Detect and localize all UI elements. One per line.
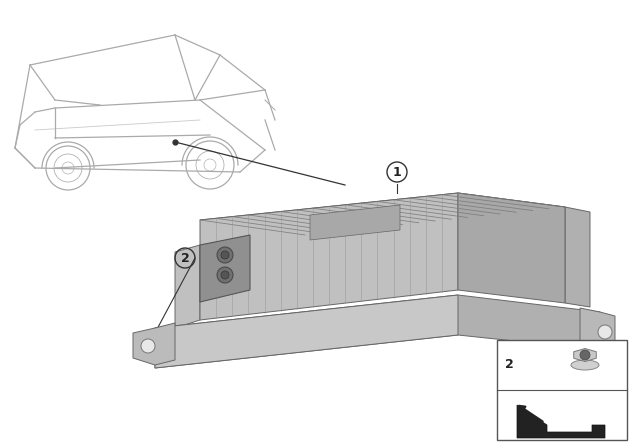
Polygon shape	[155, 295, 600, 368]
Polygon shape	[200, 193, 565, 235]
Polygon shape	[517, 405, 605, 438]
Polygon shape	[565, 207, 590, 307]
Circle shape	[221, 271, 229, 279]
Text: 2: 2	[504, 358, 513, 371]
Polygon shape	[133, 323, 175, 365]
Polygon shape	[155, 295, 458, 368]
Circle shape	[217, 267, 233, 283]
Polygon shape	[175, 245, 200, 328]
Text: 2: 2	[180, 251, 189, 264]
Polygon shape	[573, 349, 596, 362]
Bar	[497, 340, 627, 440]
Ellipse shape	[571, 360, 599, 370]
Polygon shape	[458, 193, 565, 303]
Circle shape	[598, 325, 612, 339]
Circle shape	[141, 339, 155, 353]
Polygon shape	[580, 308, 615, 352]
Circle shape	[580, 350, 590, 360]
Circle shape	[217, 247, 233, 263]
Text: 1: 1	[392, 165, 401, 178]
Polygon shape	[200, 193, 458, 320]
Circle shape	[221, 251, 229, 259]
Polygon shape	[310, 205, 400, 240]
Polygon shape	[200, 235, 250, 302]
